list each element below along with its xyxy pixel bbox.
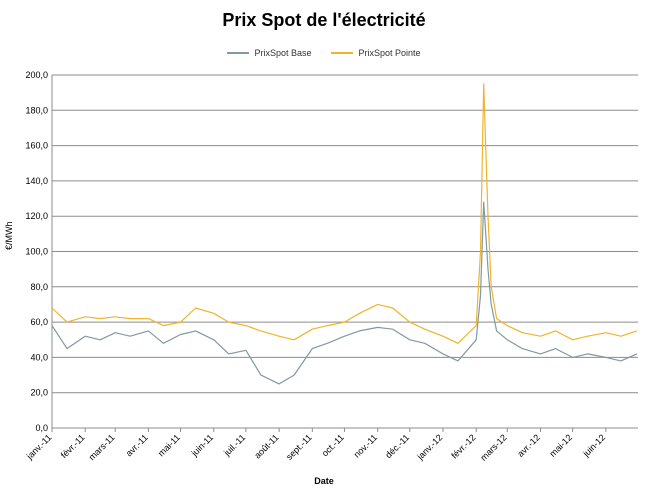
y-tick-label: 120,0 [25,211,48,221]
x-tick-label: avr.-11 [124,432,150,458]
y-tick-label: 80,0 [30,282,48,292]
x-tick-label: mai-12 [548,432,575,459]
legend-label-base: PrixSpot Base [254,48,312,58]
x-tick-label: mars-12 [478,432,508,462]
x-tick-label: févr.-12 [449,432,477,460]
x-tick-label: janv.-11 [24,432,53,461]
y-tick-label: 200,0 [25,70,48,80]
y-tick-label: 160,0 [25,141,48,151]
y-tick-label: 100,0 [25,247,48,257]
x-tick-label: juin-11 [189,432,215,458]
y-tick-label: 180,0 [25,105,48,115]
x-tick-label: oct.-11 [320,432,346,458]
x-tick-label: avr.-12 [515,432,542,459]
x-tick-label: août-11 [252,432,280,460]
chart-title: Prix Spot de l'électricité [222,10,426,30]
x-tick-label: juin-12 [580,432,607,459]
legend-item-base: PrixSpot Base [227,48,311,58]
x-tick-label: déc.-11 [383,432,411,460]
legend-label-pointe: PrixSpot Pointe [358,48,421,58]
legend-swatch-base [227,52,250,54]
legend-swatch-pointe [331,52,354,54]
series-line-pointe [51,83,638,344]
x-tick-label: févr.-11 [59,432,87,460]
x-tick-label: nov.-11 [352,432,379,459]
x-axis-label: Date [314,476,334,486]
y-tick-label: 140,0 [25,176,48,186]
legend: PrixSpot Base PrixSpot Pointe [0,46,648,60]
y-tick-label: 40,0 [30,352,48,362]
x-tick-label: juil.-11 [221,432,247,458]
x-tick-label: janv.-12 [414,432,444,462]
series-line-base [51,201,638,385]
legend-item-pointe: PrixSpot Pointe [331,48,421,58]
x-tick-label: sept.-11 [284,432,314,462]
x-tick-label: mars-11 [87,432,117,462]
y-tick-label: 0,0 [35,423,48,433]
y-tick-label: 60,0 [30,317,48,327]
y-tick-label: 20,0 [30,388,48,398]
x-tick-label: mai-11 [156,432,182,458]
